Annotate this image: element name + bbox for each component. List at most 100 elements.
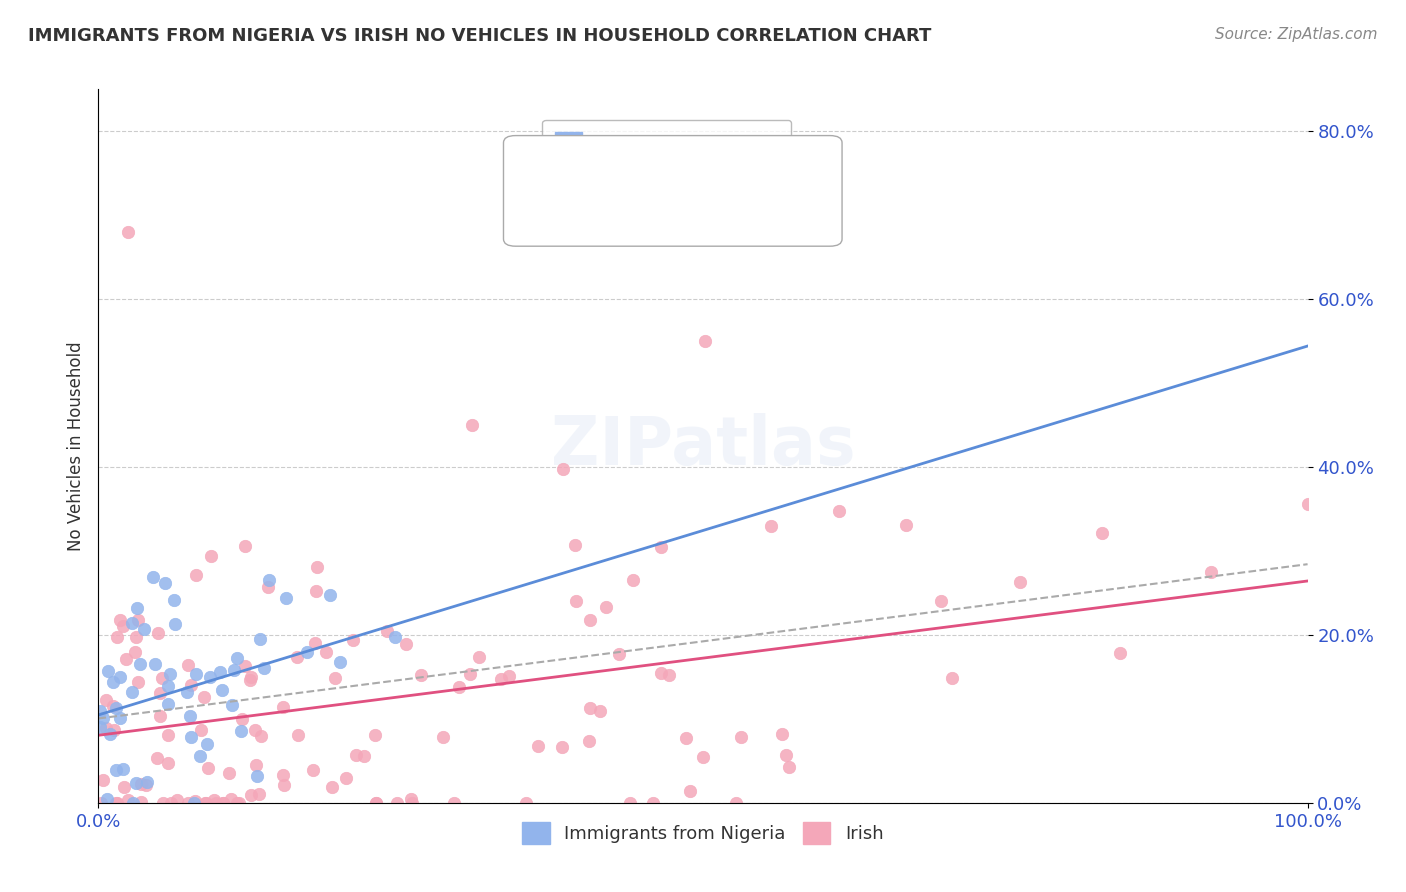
Point: [239, 670, 262, 684]
Point: [253, 661, 276, 675]
Point: [166, 792, 188, 806]
Point: [103, 675, 125, 690]
Point: [1201, 566, 1223, 580]
Point: [184, 567, 207, 582]
Point: [97, 665, 120, 679]
Point: [127, 674, 149, 689]
Point: [202, 792, 225, 806]
Point: [271, 768, 294, 782]
Point: [208, 665, 231, 680]
Point: [101, 699, 124, 714]
Point: [231, 712, 253, 726]
Point: [108, 669, 131, 683]
Point: [305, 559, 328, 574]
Point: [363, 728, 385, 742]
Point: [287, 728, 309, 742]
Point: [589, 705, 612, 719]
Point: [325, 671, 347, 685]
Point: [1010, 574, 1032, 589]
Point: [321, 780, 343, 794]
Point: [564, 538, 586, 552]
Point: [1091, 526, 1114, 541]
Point: [344, 748, 367, 763]
Point: [250, 729, 273, 743]
Point: [759, 518, 782, 533]
Point: [394, 637, 416, 651]
Point: [160, 796, 183, 810]
Point: [224, 663, 246, 677]
Point: [149, 686, 172, 700]
Point: [103, 723, 125, 737]
Point: [129, 657, 152, 671]
Point: [212, 796, 235, 810]
Point: [225, 650, 247, 665]
Point: [89, 704, 111, 718]
Point: [233, 659, 256, 673]
Point: [124, 645, 146, 659]
Point: [295, 645, 318, 659]
Point: [125, 630, 148, 644]
Point: [228, 796, 250, 810]
Point: [366, 796, 388, 810]
Point: [1296, 497, 1319, 511]
Point: [153, 575, 176, 590]
Point: [221, 698, 243, 713]
Text: IMMIGRANTS FROM NIGERIA VS IRISH NO VEHICLES IN HOUSEHOLD CORRELATION CHART: IMMIGRANTS FROM NIGERIA VS IRISH NO VEHI…: [28, 27, 932, 45]
Point: [443, 796, 465, 810]
Point: [96, 722, 118, 736]
Point: [233, 539, 256, 553]
Point: [195, 796, 218, 810]
Point: [335, 772, 357, 786]
Point: [104, 701, 127, 715]
Point: [931, 594, 953, 608]
Point: [94, 693, 117, 707]
Point: [121, 685, 143, 699]
Point: [165, 617, 187, 632]
Point: [579, 613, 602, 627]
Legend: Immigrants from Nigeria, Irish: Immigrants from Nigeria, Irish: [515, 814, 891, 851]
Point: [329, 655, 352, 669]
Point: [149, 709, 172, 723]
Point: [190, 723, 212, 737]
Point: [117, 793, 139, 807]
Point: [125, 601, 148, 615]
Point: [650, 665, 672, 680]
Point: [468, 650, 491, 665]
Point: [621, 574, 644, 588]
Point: [1109, 646, 1132, 660]
Point: [200, 670, 222, 684]
Point: [179, 708, 201, 723]
Point: [319, 589, 342, 603]
Point: [156, 680, 179, 694]
Point: [941, 671, 963, 685]
Point: [105, 796, 128, 810]
Point: [498, 668, 520, 682]
Point: [550, 740, 572, 755]
Point: [447, 680, 470, 694]
Point: [460, 417, 482, 432]
Point: [527, 739, 550, 753]
Point: [692, 750, 714, 764]
Point: [276, 591, 298, 606]
Point: [641, 796, 664, 810]
Point: [273, 700, 295, 714]
Point: [256, 580, 278, 594]
Point: [285, 649, 308, 664]
Point: [127, 613, 149, 627]
Point: [96, 792, 118, 806]
Point: [143, 657, 166, 672]
Point: [366, 796, 388, 810]
Text: Source: ZipAtlas.com: Source: ZipAtlas.com: [1215, 27, 1378, 42]
Point: [177, 657, 200, 672]
Point: [675, 731, 697, 745]
Point: [778, 760, 800, 774]
Point: [176, 685, 198, 699]
FancyBboxPatch shape: [503, 136, 842, 246]
Point: [551, 462, 574, 476]
Point: [658, 667, 681, 681]
Point: [115, 652, 138, 666]
Point: [129, 777, 152, 791]
Point: [353, 748, 375, 763]
Point: [114, 780, 136, 794]
Point: [150, 671, 173, 685]
